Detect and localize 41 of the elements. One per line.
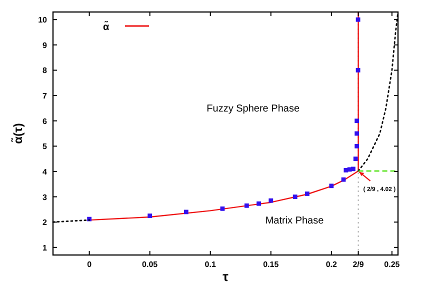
point	[353, 156, 358, 162]
x-tick-label: 0.05	[142, 260, 158, 269]
x-tick-label: 0.2	[326, 260, 338, 269]
x-tick-label: 0	[87, 260, 92, 269]
y-tick-label: 4	[42, 167, 48, 176]
point	[354, 131, 360, 136]
y-tick-label: 10	[38, 16, 48, 25]
point	[184, 210, 188, 214]
point	[356, 17, 360, 22]
y-tick-label: 2	[42, 218, 48, 228]
point	[292, 194, 298, 199]
point	[329, 184, 334, 188]
x-tick-label: 0.1	[204, 260, 216, 269]
y-tick-label: 7	[42, 92, 48, 101]
point	[148, 214, 152, 218]
point	[354, 144, 360, 148]
x-tick-label: 2/9	[352, 260, 364, 269]
point	[356, 68, 360, 72]
point	[256, 201, 261, 206]
y-tick-label: 9	[42, 40, 48, 50]
point	[268, 198, 274, 203]
y-tick-label: 3	[42, 192, 48, 202]
y-tick-label: 6	[42, 116, 48, 126]
point	[220, 206, 225, 211]
legend-label: α̃	[103, 21, 110, 33]
y-tick-label: 1	[42, 243, 48, 252]
x-axis-title: τ	[222, 269, 229, 284]
point	[244, 203, 249, 208]
point	[305, 192, 310, 196]
y-axis-title: α̃(τ)	[11, 123, 25, 144]
y-tick-label: 5	[42, 142, 48, 152]
point	[87, 216, 92, 222]
annotation: Fuzzy Sphere Phase	[206, 104, 300, 115]
x-tick-label: 0.25	[384, 260, 400, 269]
point	[351, 166, 356, 172]
point	[341, 177, 346, 182]
annotation: Matrix Phase	[265, 215, 324, 226]
point	[354, 118, 360, 124]
y-tick-label: 8	[42, 66, 48, 76]
point	[344, 168, 348, 172]
x-tick-label: 0.15	[263, 260, 280, 269]
